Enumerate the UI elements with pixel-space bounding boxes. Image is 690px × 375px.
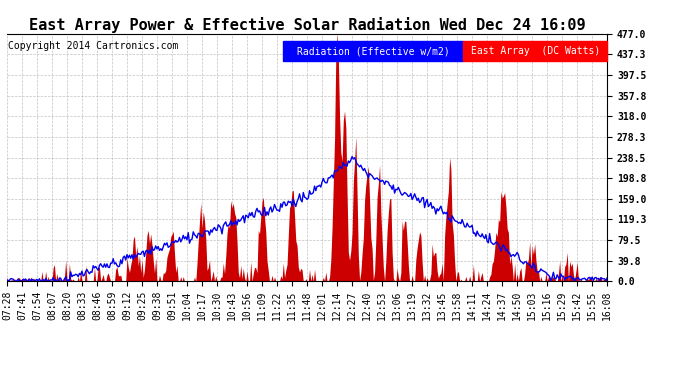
Text: Radiation (Effective w/m2): Radiation (Effective w/m2) xyxy=(297,46,449,56)
Title: East Array Power & Effective Solar Radiation Wed Dec 24 16:09: East Array Power & Effective Solar Radia… xyxy=(29,16,585,33)
Text: East Array  (DC Watts): East Array (DC Watts) xyxy=(471,46,600,56)
FancyBboxPatch shape xyxy=(463,41,607,61)
FancyBboxPatch shape xyxy=(283,41,463,61)
Text: Copyright 2014 Cartronics.com: Copyright 2014 Cartronics.com xyxy=(8,41,178,51)
